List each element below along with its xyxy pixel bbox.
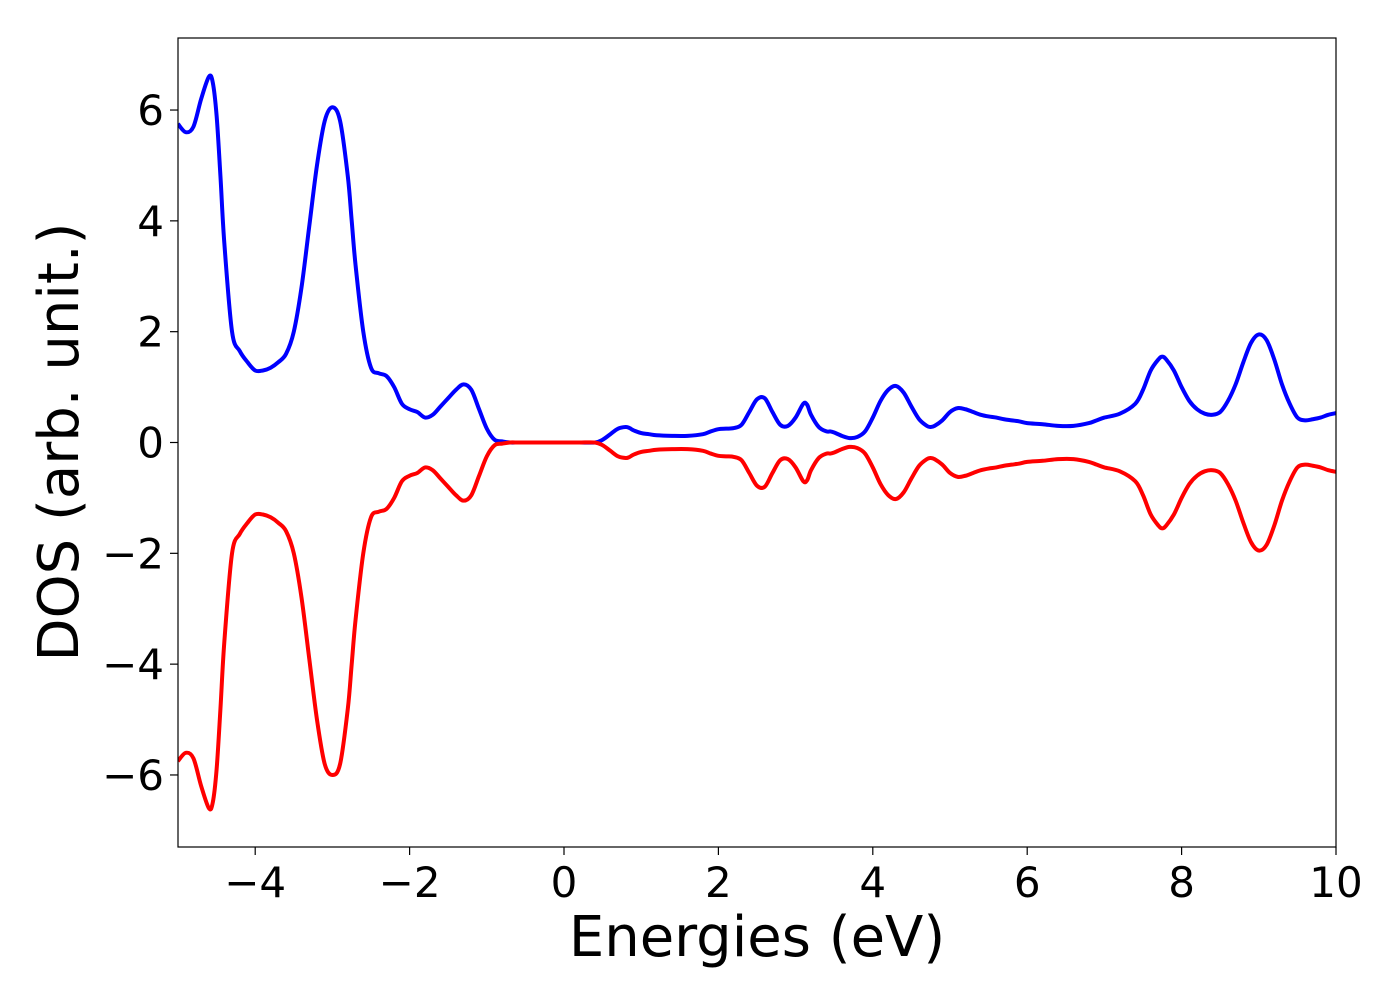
x-tick-label: −2 <box>379 858 441 907</box>
y-tick-label: −4 <box>102 640 164 689</box>
x-tick-label: 0 <box>551 858 578 907</box>
x-tick-label: 2 <box>705 858 732 907</box>
x-tick-label: 4 <box>859 858 886 907</box>
x-tick-label: −4 <box>224 858 286 907</box>
series-line-0 <box>178 73 1336 445</box>
y-tick-label: 4 <box>137 197 164 246</box>
y-axis-label: DOS (arb. unit.) <box>27 222 92 661</box>
x-axis-label: Energies (eV) <box>569 905 945 970</box>
x-tick-label: 10 <box>1309 858 1362 907</box>
y-tick-label: 0 <box>137 419 164 468</box>
y-tick-label: 6 <box>137 86 164 135</box>
series-line-1 <box>178 440 1336 812</box>
y-tick-label: −2 <box>102 529 164 578</box>
x-tick-label: 6 <box>1014 858 1041 907</box>
x-tick-label: 8 <box>1168 858 1195 907</box>
y-tick-label: 2 <box>137 308 164 357</box>
y-tick-label: −6 <box>102 751 164 800</box>
plot-frame <box>177 37 1337 848</box>
